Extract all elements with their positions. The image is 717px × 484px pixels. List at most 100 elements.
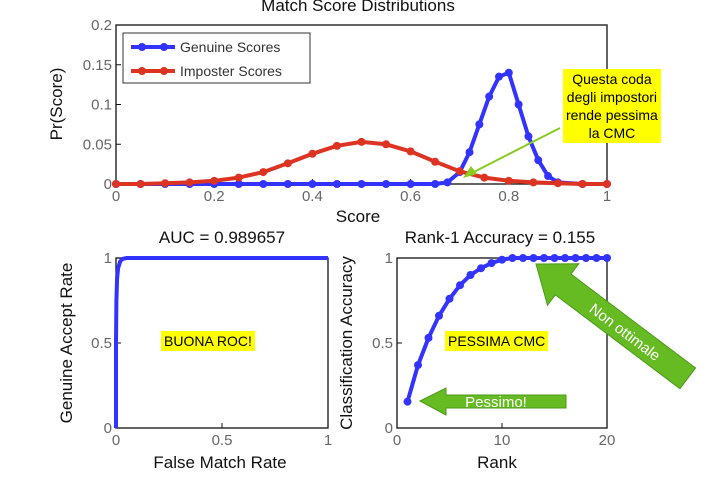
callout-line: degli impostori xyxy=(566,89,658,105)
data-point xyxy=(431,157,440,166)
data-point xyxy=(504,176,513,185)
data-point xyxy=(406,180,415,188)
data-point xyxy=(259,168,268,177)
x-tick-label: 1 xyxy=(324,432,332,449)
arrow-pessimo xyxy=(418,387,567,416)
callout-imposter-tail: Questa coda degli impostori rende pessim… xyxy=(563,69,661,143)
callout-line: la CMC xyxy=(588,125,636,141)
x-tick-label: 0 xyxy=(393,432,401,449)
data-point xyxy=(357,180,366,188)
arrow-pessimo-shape xyxy=(418,387,567,416)
data-point xyxy=(519,254,527,262)
data-point xyxy=(466,271,475,279)
data-point xyxy=(485,92,494,101)
data-point xyxy=(529,178,538,187)
callout-arrowhead xyxy=(463,166,477,178)
data-point xyxy=(259,180,268,188)
legend-label: Genuine Scores xyxy=(180,39,280,55)
arrow-non-ottimale-shape xyxy=(535,263,697,390)
data-point xyxy=(283,159,292,168)
x-tick-label: 0.6 xyxy=(400,188,421,205)
y-tick-label: 0.2 xyxy=(91,17,112,34)
series-genuine-scores xyxy=(116,70,607,186)
data-point xyxy=(414,361,422,370)
y-tick-label: 0.5 xyxy=(91,335,112,352)
x-tick-label: 10 xyxy=(494,432,511,449)
x-tick-label: 0.8 xyxy=(498,188,519,205)
y-axis-label: Classification Accuracy xyxy=(337,256,356,430)
data-point xyxy=(592,254,601,262)
data-point xyxy=(571,254,580,262)
data-point xyxy=(435,311,443,320)
callout-bad-cmc: PESSIMA CMC xyxy=(445,331,549,351)
arrow-pessimo-label: Pessimo! xyxy=(465,394,527,411)
data-point xyxy=(424,333,433,342)
data-point xyxy=(406,147,415,156)
data-point xyxy=(514,100,523,109)
data-point xyxy=(332,141,341,150)
data-point xyxy=(308,149,317,158)
data-point xyxy=(508,254,517,262)
x-axis-label: Score xyxy=(336,207,380,226)
data-point xyxy=(487,259,496,268)
data-point xyxy=(550,254,559,262)
data-point xyxy=(210,176,219,185)
data-point xyxy=(498,255,506,264)
data-point xyxy=(582,254,590,262)
data-point xyxy=(504,68,513,77)
data-point xyxy=(480,173,489,182)
chart-title: Rank-1 Accuracy = 0.155 xyxy=(405,228,595,247)
legend-marker xyxy=(138,67,146,75)
data-point xyxy=(308,180,317,188)
x-tick-label: 0.2 xyxy=(204,188,225,205)
x-tick-label: 0.5 xyxy=(212,432,233,449)
y-tick-label: 0.5 xyxy=(372,335,393,352)
data-point xyxy=(445,294,454,303)
data-point xyxy=(403,397,412,406)
y-tick-label: 1 xyxy=(385,250,393,267)
data-point xyxy=(456,281,464,290)
data-point xyxy=(603,254,611,262)
x-tick-label: 0 xyxy=(112,432,120,449)
x-axis-label: False Match Rate xyxy=(153,453,286,472)
data-point xyxy=(382,180,391,188)
chart-title: Match Score Distributions xyxy=(261,0,455,15)
data-point xyxy=(443,178,452,187)
y-tick-label: 0.1 xyxy=(91,97,112,114)
data-point xyxy=(553,179,562,188)
x-tick-label: 20 xyxy=(599,432,616,449)
x-tick-label: 1 xyxy=(603,188,611,205)
data-point xyxy=(431,180,440,188)
data-point xyxy=(561,254,569,262)
data-point xyxy=(332,180,341,188)
data-point xyxy=(234,180,243,188)
arrow-non-ottimale: Non ottimale xyxy=(535,263,697,390)
data-point xyxy=(477,264,485,273)
y-tick-label: 0 xyxy=(104,176,112,193)
data-point xyxy=(234,173,243,182)
chart-title: AUC = 0.989657 xyxy=(159,228,285,247)
callout-arrow-line xyxy=(465,127,561,177)
data-point xyxy=(283,180,292,188)
y-tick-label: 0.05 xyxy=(83,136,112,153)
y-tick-label: 0.15 xyxy=(83,57,112,74)
data-point xyxy=(534,156,543,165)
data-point xyxy=(465,148,474,157)
data-point xyxy=(475,120,484,129)
data-point xyxy=(529,254,538,262)
y-axis-label: Pr(Score) xyxy=(47,68,66,141)
arrow-non-ottimale-label: Non ottimale xyxy=(586,300,663,364)
callout-line: rende pessima xyxy=(566,107,658,123)
y-axis-label: Genuine Accept Rate xyxy=(57,263,76,424)
legend-marker xyxy=(138,43,146,51)
y-tick-label: 1 xyxy=(104,250,112,267)
data-point xyxy=(603,180,611,188)
data-point xyxy=(455,167,464,176)
data-point xyxy=(161,179,170,188)
legend-marker xyxy=(160,43,168,51)
data-point xyxy=(185,178,194,187)
data-point xyxy=(494,72,503,81)
callout-line: Questa coda xyxy=(572,71,652,87)
data-point xyxy=(382,140,391,149)
